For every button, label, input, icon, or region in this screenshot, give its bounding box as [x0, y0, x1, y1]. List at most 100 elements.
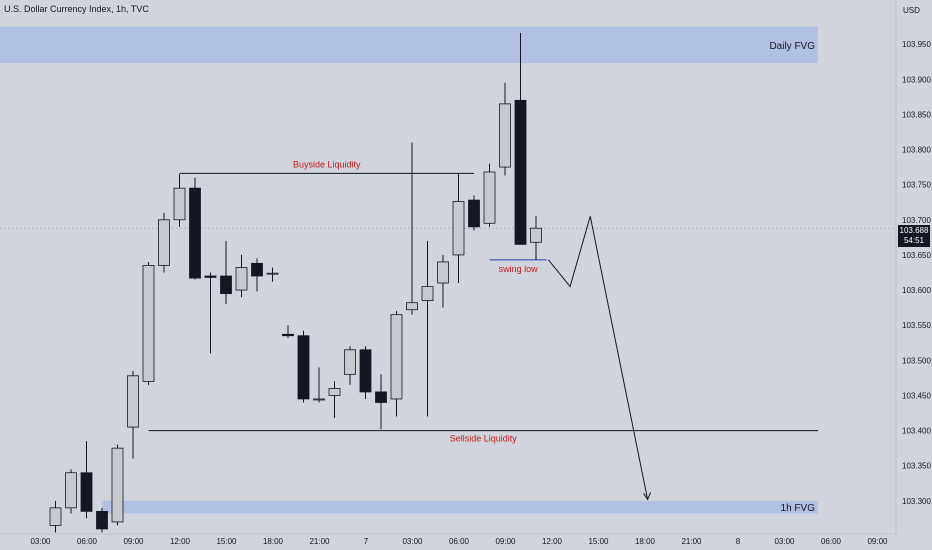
candle-body	[530, 227, 542, 243]
time-tick-label: 06:00	[77, 537, 98, 546]
candle[interactable]	[65, 469, 77, 514]
time-tick-label: 21:00	[309, 537, 330, 546]
candle-body	[313, 398, 325, 401]
candle-body	[344, 349, 356, 375]
projection-path	[548, 216, 652, 501]
price-tick-label: 103.750	[902, 181, 931, 190]
candle[interactable]	[49, 500, 62, 533]
candle[interactable]	[328, 381, 341, 418]
candle-body	[483, 171, 496, 224]
candle-body	[142, 265, 155, 382]
candle[interactable]	[530, 216, 542, 260]
candle[interactable]	[282, 325, 294, 338]
candle[interactable]	[483, 163, 496, 227]
price-tick-label: 103.850	[902, 110, 931, 119]
candle-body	[452, 201, 465, 256]
price-tick-label: 103.950	[902, 40, 931, 49]
time-tick-label: 7	[364, 537, 369, 546]
candle[interactable]	[142, 261, 155, 385]
fvg-zones	[0, 26, 818, 514]
candle-body	[499, 103, 511, 168]
candle[interactable]	[313, 367, 325, 403]
candle-body	[49, 507, 62, 526]
candle-body	[266, 272, 279, 275]
price-tick-label: 103.550	[902, 321, 931, 330]
price-tick-label: 103.700	[902, 216, 931, 225]
candle[interactable]	[158, 212, 170, 273]
time-tick-label: 21:00	[681, 537, 702, 546]
candle[interactable]	[235, 254, 248, 298]
candle[interactable]	[297, 330, 310, 403]
candle[interactable]	[96, 507, 108, 533]
time-tick-label: 09:00	[123, 537, 144, 546]
candle[interactable]	[390, 311, 403, 417]
time-tick-label: 18:00	[263, 537, 284, 546]
projection-line	[548, 216, 649, 500]
candle-body	[96, 510, 108, 530]
time-tick-label: 8	[736, 537, 741, 546]
candle[interactable]	[266, 267, 279, 282]
candle[interactable]	[437, 254, 449, 308]
candle-body	[251, 262, 263, 277]
candle-body	[468, 199, 480, 228]
candle[interactable]	[406, 142, 418, 315]
time-tick-label: 18:00	[635, 537, 656, 546]
candle[interactable]	[220, 240, 232, 305]
time-tick-label: 12:00	[542, 537, 563, 546]
candle[interactable]	[127, 370, 139, 459]
candle-body	[189, 187, 201, 279]
candle[interactable]	[344, 346, 356, 385]
projection-arrowhead	[643, 492, 652, 501]
time-tick-label: 06:00	[821, 537, 842, 546]
time-tick-label: 15:00	[216, 537, 237, 546]
last-price-value: 103.688	[899, 226, 929, 235]
candle-body	[220, 275, 232, 294]
level-label: Buyside Liquidity	[293, 159, 361, 169]
currency-label: USD	[903, 6, 920, 15]
fvg-zone-label: Daily FVG	[769, 41, 815, 52]
fvg-zone	[0, 26, 818, 64]
candle[interactable]	[204, 272, 217, 354]
candle-body	[204, 275, 217, 278]
candle-body	[282, 333, 294, 337]
fvg-zone-label: 1h FVG	[781, 503, 816, 514]
candle-body	[297, 335, 310, 400]
candle-body	[80, 472, 93, 512]
time-tick-label: 09:00	[867, 537, 888, 546]
candle[interactable]	[359, 346, 372, 399]
candle-body	[111, 447, 124, 523]
candle[interactable]	[80, 441, 93, 519]
candle[interactable]	[189, 177, 201, 280]
time-tick-label: 09:00	[495, 537, 516, 546]
candle-body	[65, 472, 77, 509]
candle[interactable]	[173, 174, 186, 227]
candle-body	[127, 375, 139, 428]
candle-body	[235, 267, 248, 291]
candle[interactable]	[452, 174, 465, 284]
candle-body	[359, 349, 372, 393]
fvg-zone	[102, 500, 818, 514]
candle[interactable]	[421, 240, 434, 417]
price-tick-label: 103.600	[902, 286, 931, 295]
price-tick-label: 103.450	[902, 391, 931, 400]
chart-title: U.S. Dollar Currency Index, 1h, TVC	[4, 4, 149, 14]
candle[interactable]	[111, 444, 124, 526]
price-tick-label: 103.300	[902, 497, 931, 506]
price-tick-label: 103.350	[902, 462, 931, 471]
candle-body	[328, 388, 341, 396]
candle-body	[406, 302, 418, 311]
candle[interactable]	[514, 32, 527, 245]
candle-body	[390, 314, 403, 400]
candle[interactable]	[468, 195, 480, 231]
candle[interactable]	[251, 258, 263, 292]
time-tick-label: 06:00	[449, 537, 470, 546]
price-tick-label: 103.400	[902, 427, 931, 436]
candle-body	[375, 391, 387, 403]
candle[interactable]	[375, 374, 387, 430]
price-tick-label: 103.650	[902, 251, 931, 260]
candle-body	[173, 187, 186, 221]
candle[interactable]	[499, 82, 511, 176]
level-label: swing low	[499, 264, 539, 274]
candles	[49, 32, 542, 533]
